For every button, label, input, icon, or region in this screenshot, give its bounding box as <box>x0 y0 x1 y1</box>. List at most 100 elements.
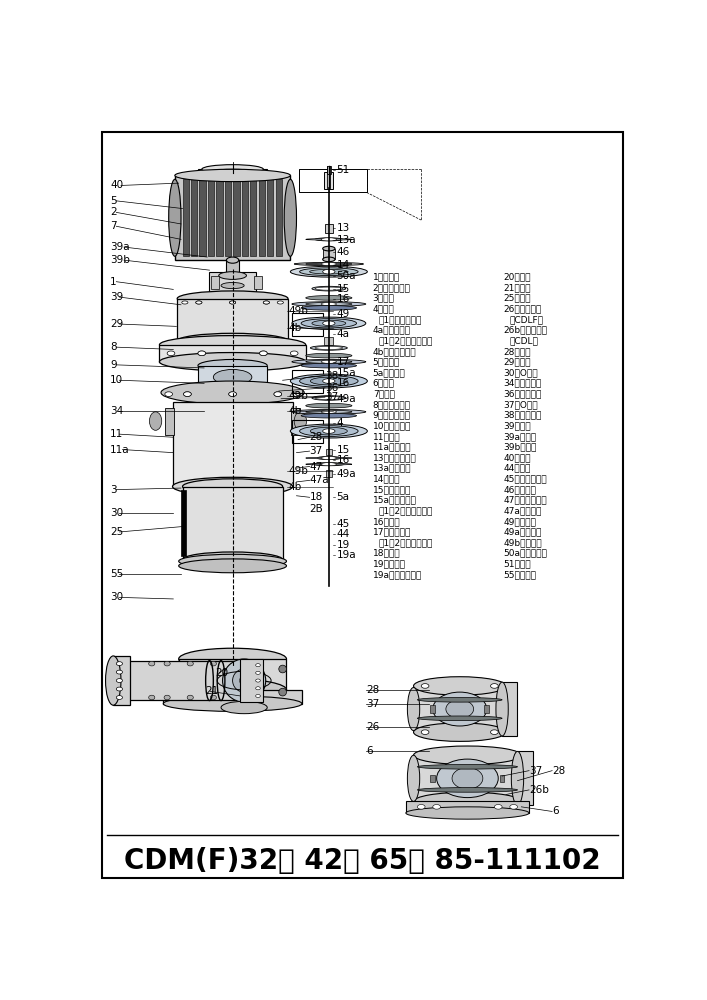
Text: 37: 37 <box>366 699 379 709</box>
Text: 13: 13 <box>337 223 350 233</box>
Ellipse shape <box>117 670 122 674</box>
Text: 5a、导流器: 5a、导流器 <box>373 368 406 377</box>
Ellipse shape <box>198 383 267 395</box>
Bar <box>191 179 197 256</box>
Ellipse shape <box>305 353 352 358</box>
Bar <box>259 179 265 256</box>
Text: 10、密封压盖: 10、密封压盖 <box>373 421 411 430</box>
Bar <box>325 172 334 189</box>
Ellipse shape <box>179 559 286 573</box>
Text: 46、调节簧: 46、调节簧 <box>503 485 537 494</box>
Text: 49a: 49a <box>337 469 356 479</box>
Text: 14: 14 <box>337 260 350 270</box>
Ellipse shape <box>226 257 239 263</box>
Ellipse shape <box>301 306 356 310</box>
Ellipse shape <box>305 302 352 306</box>
Ellipse shape <box>179 679 286 701</box>
Text: 39a: 39a <box>110 242 130 252</box>
Bar <box>175 175 291 260</box>
Ellipse shape <box>321 463 337 466</box>
Text: 39、螺钉: 39、螺钉 <box>503 421 531 430</box>
Ellipse shape <box>256 694 260 698</box>
Ellipse shape <box>177 333 288 349</box>
Ellipse shape <box>321 238 337 241</box>
Text: 44: 44 <box>337 529 350 539</box>
Text: 28: 28 <box>552 766 566 776</box>
Ellipse shape <box>179 648 286 670</box>
Ellipse shape <box>229 392 236 396</box>
Ellipse shape <box>414 677 506 695</box>
Text: 39b: 39b <box>110 255 130 265</box>
Text: 26b、进出水段: 26b、进出水段 <box>503 326 548 335</box>
Ellipse shape <box>417 698 502 702</box>
Ellipse shape <box>310 377 347 385</box>
Ellipse shape <box>321 410 337 413</box>
Text: （1、2级泵不存在）: （1、2级泵不存在） <box>379 506 433 515</box>
Ellipse shape <box>421 684 429 688</box>
Ellipse shape <box>173 383 293 402</box>
Ellipse shape <box>293 392 300 396</box>
Text: 49a: 49a <box>337 394 356 404</box>
Bar <box>177 299 288 341</box>
Text: 17: 17 <box>337 357 350 367</box>
Ellipse shape <box>322 379 335 383</box>
Text: 49b、口环套: 49b、口环套 <box>503 538 542 547</box>
Ellipse shape <box>315 396 343 400</box>
Ellipse shape <box>169 179 181 256</box>
Text: 11、螺母: 11、螺母 <box>373 432 400 441</box>
Ellipse shape <box>305 403 352 408</box>
Ellipse shape <box>301 413 356 418</box>
Ellipse shape <box>256 664 260 667</box>
Bar <box>182 179 189 256</box>
Ellipse shape <box>322 257 335 262</box>
Ellipse shape <box>310 427 347 435</box>
Ellipse shape <box>164 695 170 700</box>
Ellipse shape <box>510 805 518 809</box>
Bar <box>484 705 489 713</box>
Ellipse shape <box>292 359 366 364</box>
Ellipse shape <box>315 238 343 241</box>
Ellipse shape <box>160 353 305 371</box>
Text: 9: 9 <box>110 360 117 370</box>
Ellipse shape <box>406 807 529 819</box>
Bar <box>431 774 435 782</box>
Text: 4b: 4b <box>288 323 302 333</box>
Text: 36、放气螺堡: 36、放气螺堡 <box>503 389 542 398</box>
Text: 5: 5 <box>110 196 117 206</box>
Ellipse shape <box>175 169 291 182</box>
Ellipse shape <box>305 410 352 413</box>
Text: 40、电机: 40、电机 <box>503 453 531 462</box>
Text: 3: 3 <box>110 485 117 495</box>
Text: 51、泵轴: 51、泵轴 <box>503 559 531 568</box>
Text: 39: 39 <box>110 292 124 302</box>
Text: 21、卡环: 21、卡环 <box>503 283 531 292</box>
Bar <box>198 169 267 177</box>
Ellipse shape <box>105 656 121 705</box>
Ellipse shape <box>322 269 335 274</box>
Ellipse shape <box>452 768 483 789</box>
Text: 1、防护板: 1、防护板 <box>373 272 400 281</box>
Ellipse shape <box>167 351 175 356</box>
Ellipse shape <box>179 554 286 568</box>
Ellipse shape <box>310 346 347 350</box>
Text: 6: 6 <box>366 746 373 756</box>
Ellipse shape <box>421 730 429 734</box>
Text: 47a、下轴届: 47a、下轴届 <box>503 506 542 515</box>
Text: 26b: 26b <box>529 785 549 795</box>
Ellipse shape <box>163 696 302 711</box>
Text: 1: 1 <box>110 277 117 287</box>
Bar <box>173 402 293 487</box>
Text: 47: 47 <box>310 462 323 472</box>
Ellipse shape <box>496 682 508 736</box>
Text: 11a、平垫片: 11a、平垫片 <box>373 442 411 451</box>
Text: 30: 30 <box>110 508 123 518</box>
Ellipse shape <box>210 661 216 666</box>
Ellipse shape <box>240 676 249 685</box>
Bar <box>326 449 332 455</box>
Text: 20、法兰: 20、法兰 <box>503 272 531 281</box>
Ellipse shape <box>263 301 269 304</box>
Text: 20: 20 <box>215 668 228 678</box>
Ellipse shape <box>117 687 122 691</box>
Ellipse shape <box>279 665 286 673</box>
Text: （1、2级泵不存在）: （1、2级泵不存在） <box>379 538 433 547</box>
